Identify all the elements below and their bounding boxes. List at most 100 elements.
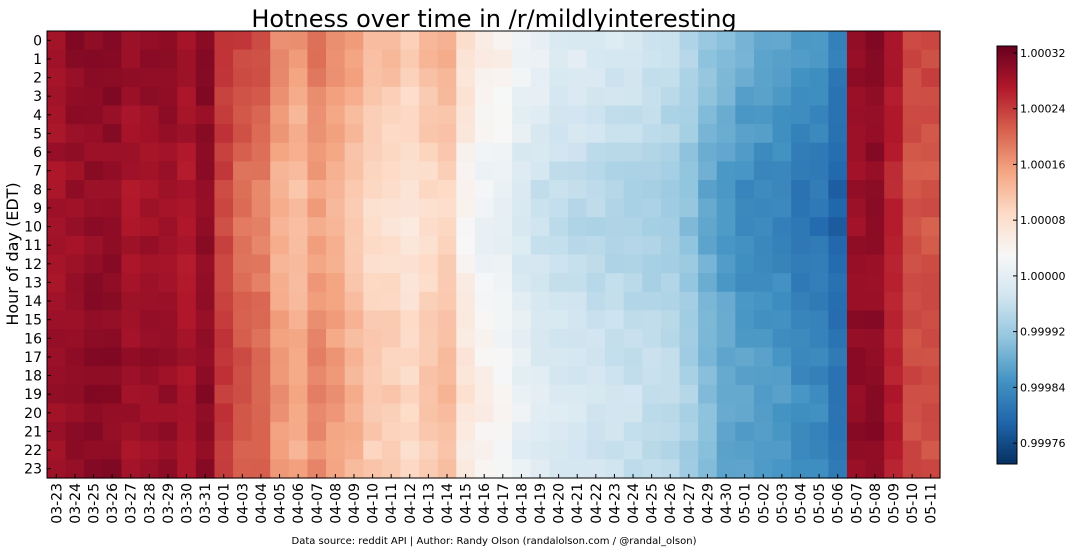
heatmap-cell <box>363 459 383 479</box>
heatmap-cell <box>884 124 904 144</box>
heatmap-cell <box>753 459 774 479</box>
heatmap-cell <box>865 68 885 88</box>
heatmap-cell <box>884 68 904 88</box>
heatmap-cell <box>233 459 253 479</box>
heatmap-cell <box>400 329 420 349</box>
heatmap-cell <box>791 235 811 256</box>
heatmap-cell <box>270 68 290 88</box>
heatmap-cell <box>865 124 885 144</box>
heatmap-cell <box>400 273 420 293</box>
heatmap-cell <box>884 105 904 125</box>
heatmap-cell <box>884 273 904 293</box>
heatmap-cell <box>642 161 662 181</box>
heatmap-cell <box>735 329 755 349</box>
heatmap-cell <box>828 459 848 479</box>
heatmap-cell <box>809 440 829 460</box>
heatmap-cell <box>605 31 625 51</box>
heatmap-cell <box>214 310 234 330</box>
heatmap-cell <box>902 68 922 88</box>
y-tick-label: 20 <box>24 406 42 422</box>
heatmap-cell <box>549 235 569 256</box>
heatmap-cell <box>177 217 197 237</box>
heatmap-cell <box>567 366 588 386</box>
x-tick-label: 04-12 <box>403 483 419 524</box>
heatmap-cell <box>716 403 736 423</box>
heatmap-cell <box>195 68 216 88</box>
heatmap-cell <box>102 366 123 386</box>
heatmap-cell <box>381 403 402 423</box>
heatmap-cell <box>326 180 346 200</box>
heatmap-cell <box>698 105 718 125</box>
heatmap-cell <box>530 198 550 218</box>
heatmap-cell <box>512 440 532 460</box>
heatmap-cell <box>902 254 922 274</box>
heatmap-cell <box>437 403 457 423</box>
heatmap-cell <box>772 217 792 237</box>
heatmap-cell <box>642 384 662 405</box>
heatmap-cell <box>791 291 811 311</box>
heatmap-cell <box>698 235 718 256</box>
heatmap-cell <box>549 161 569 181</box>
heatmap-cell <box>828 86 848 107</box>
heatmap-cell <box>753 329 774 349</box>
heatmap-cell <box>549 310 569 330</box>
heatmap-cell <box>698 180 718 200</box>
heatmap-cell <box>642 198 662 218</box>
heatmap-cell <box>288 422 309 442</box>
heatmap-cell <box>344 310 364 330</box>
heatmap-cell <box>177 49 197 69</box>
heatmap-cell <box>586 403 606 423</box>
heatmap-cell <box>735 198 755 218</box>
heatmap-cell <box>344 198 364 218</box>
heatmap-cell <box>530 49 550 69</box>
heatmap-cell <box>363 217 383 237</box>
heatmap-cell <box>735 142 755 162</box>
heatmap-cell <box>846 124 867 144</box>
heatmap-cell <box>586 440 606 460</box>
heatmap-cell <box>530 180 550 200</box>
heatmap-cell <box>456 235 476 256</box>
heatmap-cell <box>400 440 420 460</box>
heatmap-cell <box>809 142 829 162</box>
heatmap-cell <box>47 254 67 274</box>
heatmap-cell <box>233 347 253 367</box>
heatmap-cell <box>902 31 922 51</box>
heatmap-cell <box>363 329 383 349</box>
heatmap-cell <box>902 273 922 293</box>
heatmap-cell <box>177 366 197 386</box>
heatmap-cell <box>679 180 699 200</box>
heatmap-cell <box>47 124 67 144</box>
heatmap-cell <box>846 291 867 311</box>
heatmap-cell <box>884 366 904 386</box>
heatmap-cell <box>921 142 941 162</box>
heatmap-cell <box>474 459 495 479</box>
heatmap-cell <box>474 68 495 88</box>
heatmap-cell <box>679 440 699 460</box>
heatmap-cell <box>84 86 104 107</box>
heatmap-cell <box>437 459 457 479</box>
heatmap-cell <box>121 142 141 162</box>
heatmap-cell <box>456 440 476 460</box>
heatmap-cell <box>326 422 346 442</box>
heatmap-cell <box>363 254 383 274</box>
heatmap-cell <box>735 86 755 107</box>
heatmap-cell <box>902 403 922 423</box>
heatmap-cell <box>102 329 123 349</box>
heatmap-cell <box>437 422 457 442</box>
heatmap-cell <box>716 105 736 125</box>
heatmap-cell <box>326 291 346 311</box>
heatmap-cell <box>65 161 85 181</box>
heatmap-cell <box>47 384 67 405</box>
heatmap-cell <box>158 161 178 181</box>
heatmap-cell <box>642 366 662 386</box>
heatmap-cell <box>791 31 811 51</box>
heatmap-cell <box>530 440 550 460</box>
heatmap-cell <box>270 384 290 405</box>
heatmap-cell <box>177 161 197 181</box>
heatmap-cell <box>307 366 327 386</box>
heatmap-cell <box>400 86 420 107</box>
heatmap-cell <box>102 124 123 144</box>
x-tick-label: 04-23 <box>607 483 623 524</box>
heatmap-cell <box>437 86 457 107</box>
heatmap-cell <box>791 105 811 125</box>
